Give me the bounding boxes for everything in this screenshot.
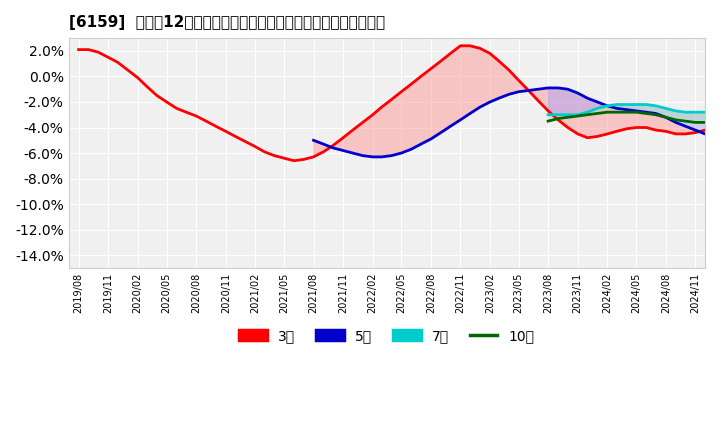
5年 xyxy=(612,106,621,111)
Line: 3年: 3年 xyxy=(78,46,705,161)
7年 xyxy=(681,110,690,115)
3年 xyxy=(289,158,298,163)
Line: 7年: 7年 xyxy=(548,105,705,115)
3年 xyxy=(407,81,415,87)
7年 xyxy=(612,102,621,107)
10年 xyxy=(681,118,690,124)
Text: [6159]  売上高12か月移動合計の対前年同期増減率の平均値の推移: [6159] 売上高12か月移動合計の対前年同期増減率の平均値の推移 xyxy=(68,15,384,30)
3年 xyxy=(701,128,709,133)
5年 xyxy=(397,150,405,156)
3年 xyxy=(74,47,83,52)
5年 xyxy=(339,148,348,153)
3年 xyxy=(260,149,269,154)
Legend: 3年, 5年, 7年, 10年: 3年, 5年, 7年, 10年 xyxy=(233,323,540,348)
3年 xyxy=(632,125,641,130)
5年 xyxy=(701,131,709,136)
3年 xyxy=(222,129,230,134)
5年 xyxy=(681,124,690,129)
3年 xyxy=(348,128,357,133)
10年 xyxy=(701,120,709,125)
7年 xyxy=(701,110,709,115)
3年 xyxy=(456,43,464,48)
Line: 5年: 5年 xyxy=(313,88,705,157)
3年 xyxy=(681,131,690,136)
Line: 10年: 10年 xyxy=(548,112,705,122)
10年 xyxy=(612,110,621,115)
